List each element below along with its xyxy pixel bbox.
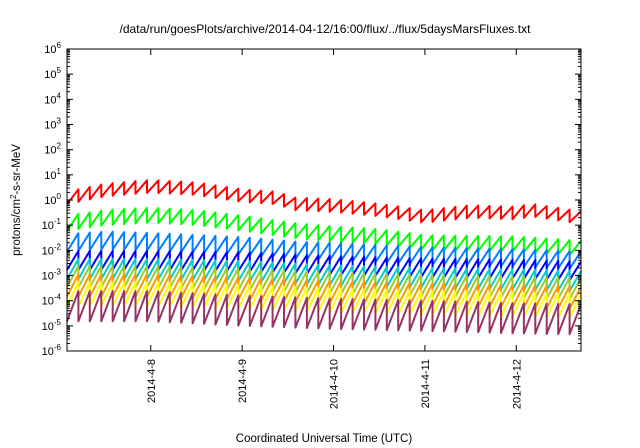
y-tick-label: 10-2 — [42, 242, 62, 257]
x-axis: 2014-4-8 2014-4-9 2014-4-10 2014-4-11 2014-4… — [146, 49, 523, 409]
series-layer — [66, 179, 582, 336]
y-tick-label: 10-1 — [42, 217, 62, 232]
y-tick-label: 10-6 — [42, 343, 62, 358]
y-axis-label: protons/cm2-s-sr-MeV — [9, 144, 23, 256]
series-line-3 — [66, 249, 582, 282]
series-line-6 — [66, 273, 582, 310]
y-tick-label: 103 — [44, 117, 61, 132]
chart-title: /data/run/goesPlots/archive/2014-04-12/1… — [120, 22, 532, 36]
series-line-2 — [66, 230, 582, 270]
y-tick-label: 10-3 — [42, 268, 62, 283]
y-tick-label: 105 — [44, 66, 61, 81]
series-line-7 — [66, 281, 582, 319]
plot-frame — [66, 48, 582, 352]
y-tick-label: 100 — [44, 192, 61, 207]
x-tick-label: 2014-4-9 — [237, 359, 249, 403]
y-tick-label: 106 — [44, 41, 61, 56]
y-tick-label: 10-4 — [42, 293, 62, 308]
series-line-4 — [66, 258, 582, 292]
y-tick-label: 102 — [44, 142, 61, 157]
y-tick-label: 101 — [44, 167, 61, 182]
x-axis-label: Coordinated Universal Time (UTC) — [236, 433, 413, 445]
series-line-5 — [66, 265, 582, 301]
series-line-0 — [66, 179, 582, 224]
series-line-1 — [66, 206, 582, 257]
x-tick-label: 2014-4-8 — [146, 359, 158, 403]
x-tick-label: 2014-4-12 — [511, 359, 523, 409]
y-tick-label: 10-5 — [42, 318, 62, 333]
y-tick-label: 104 — [44, 91, 61, 106]
x-tick-label: 2014-4-10 — [329, 359, 341, 409]
series-line-8 — [66, 290, 582, 336]
x-tick-label: 2014-4-11 — [420, 359, 432, 408]
